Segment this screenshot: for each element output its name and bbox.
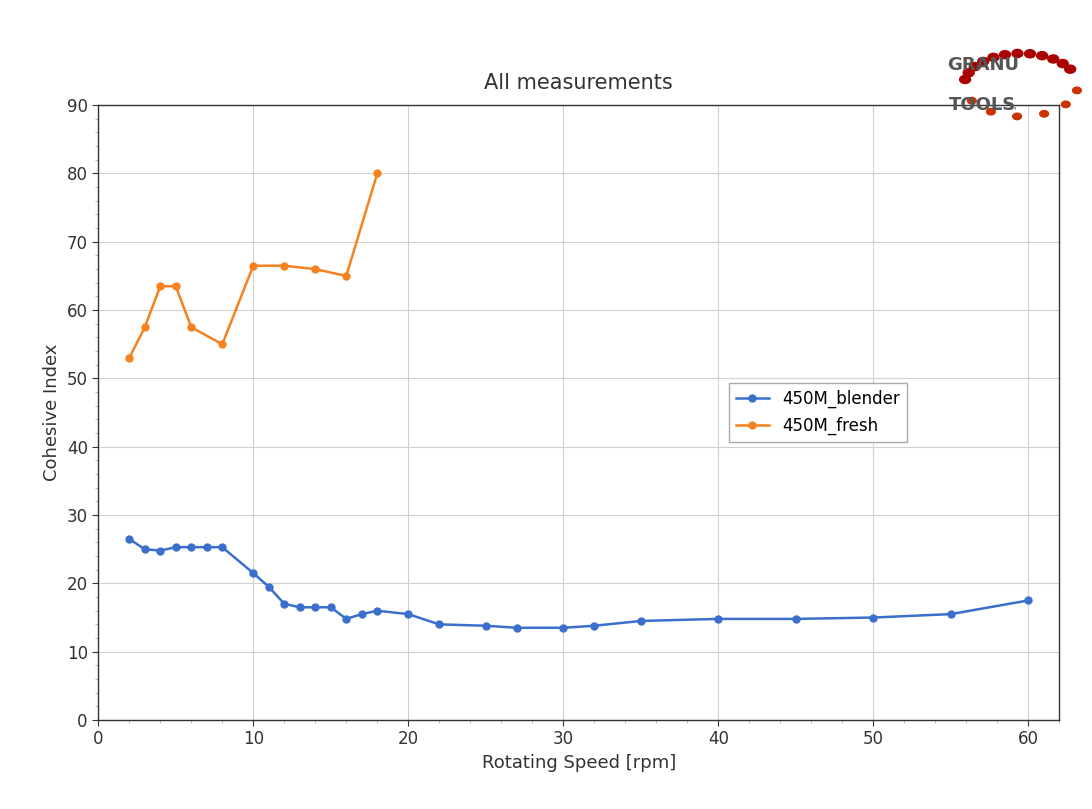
450M_blender [185, 542, 198, 552]
450M_blender [169, 542, 182, 552]
450M_blender [309, 603, 322, 612]
450M_fresh [154, 282, 167, 291]
450M_blender [867, 612, 880, 622]
450M_blender [247, 568, 260, 578]
450M_blender [122, 534, 135, 544]
450M_fresh [370, 168, 383, 178]
450M_blender [432, 620, 446, 629]
Title: All measurements: All measurements [485, 73, 673, 92]
450M_blender [557, 623, 570, 633]
450M_fresh [340, 271, 353, 281]
450M_blender [340, 614, 353, 624]
Legend: 450M_blender, 450M_fresh: 450M_blender, 450M_fresh [729, 383, 906, 442]
Text: TOOLS: TOOLS [949, 96, 1017, 114]
450M_blender [370, 606, 383, 616]
Line: 450M_blender: 450M_blender [126, 536, 1032, 631]
450M_fresh [122, 353, 135, 362]
450M_blender [634, 616, 648, 626]
Y-axis label: Cohesive Index: Cohesive Index [44, 344, 61, 481]
Line: 450M_fresh: 450M_fresh [126, 170, 381, 362]
450M_blender [1022, 595, 1035, 605]
450M_blender [200, 542, 213, 552]
450M_fresh [247, 260, 260, 270]
450M_blender [277, 599, 290, 608]
450M_blender [479, 621, 492, 630]
X-axis label: Rotating Speed [rpm]: Rotating Speed [rpm] [482, 754, 676, 772]
450M_blender [216, 542, 229, 552]
450M_blender [712, 614, 725, 624]
450M_blender [294, 603, 307, 612]
Text: GRANU: GRANU [947, 56, 1019, 74]
450M_blender [139, 544, 152, 554]
450M_blender [402, 609, 415, 619]
450M_blender [324, 603, 337, 612]
450M_fresh [277, 260, 290, 270]
450M_blender [510, 623, 523, 633]
Text: ™: ™ [1008, 105, 1018, 115]
450M_fresh [169, 282, 182, 291]
450M_blender [262, 582, 275, 591]
450M_fresh [216, 340, 229, 349]
450M_fresh [139, 322, 152, 332]
450M_blender [790, 614, 803, 624]
450M_blender [945, 609, 958, 619]
450M_fresh [309, 265, 322, 274]
450M_fresh [185, 322, 198, 332]
450M_blender [154, 546, 167, 556]
450M_blender [587, 621, 601, 630]
450M_blender [355, 609, 368, 619]
